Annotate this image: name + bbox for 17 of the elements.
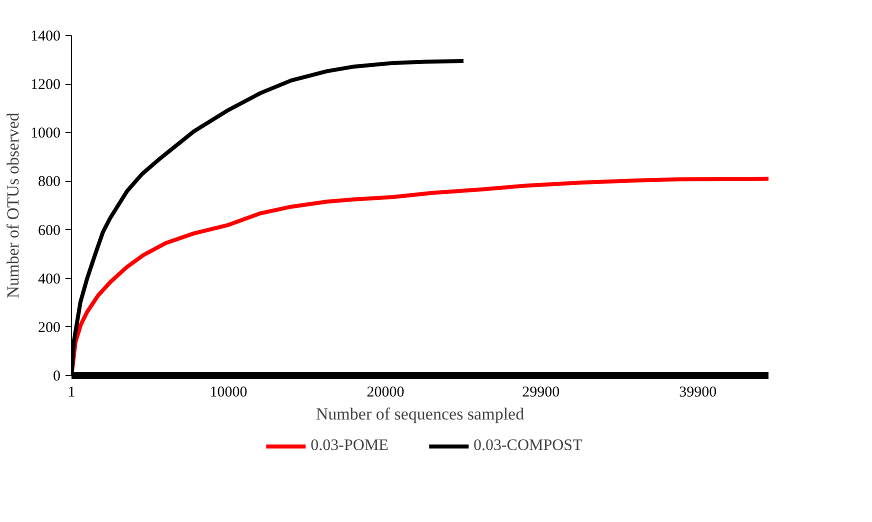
y-tick-label: 800 — [38, 174, 60, 190]
y-tick-label: 600 — [38, 222, 60, 239]
y-tick-label: 400 — [38, 271, 60, 288]
legend-label: 0.03-COMPOST — [473, 437, 582, 455]
legend-label: 0.03-POME — [310, 437, 388, 455]
x-tick-label: 10000 — [210, 384, 248, 400]
y-tick-label: 1200 — [30, 77, 60, 94]
x-tick-label: 20000 — [366, 384, 404, 400]
x-tick-label: 29900 — [522, 384, 560, 400]
y-tick-label: 200 — [38, 320, 60, 336]
x-axis-title: Number of sequences sampled — [316, 404, 525, 424]
x-tick-label: 39900 — [679, 384, 717, 400]
y-axis-title: Number of OTUs observed — [4, 112, 22, 298]
y-tick-label: 1400 — [30, 28, 60, 44]
x-tick-label: 1 — [68, 384, 76, 400]
y-tick-label: 1000 — [30, 126, 60, 142]
y-tick-label: 0 — [53, 368, 60, 384]
